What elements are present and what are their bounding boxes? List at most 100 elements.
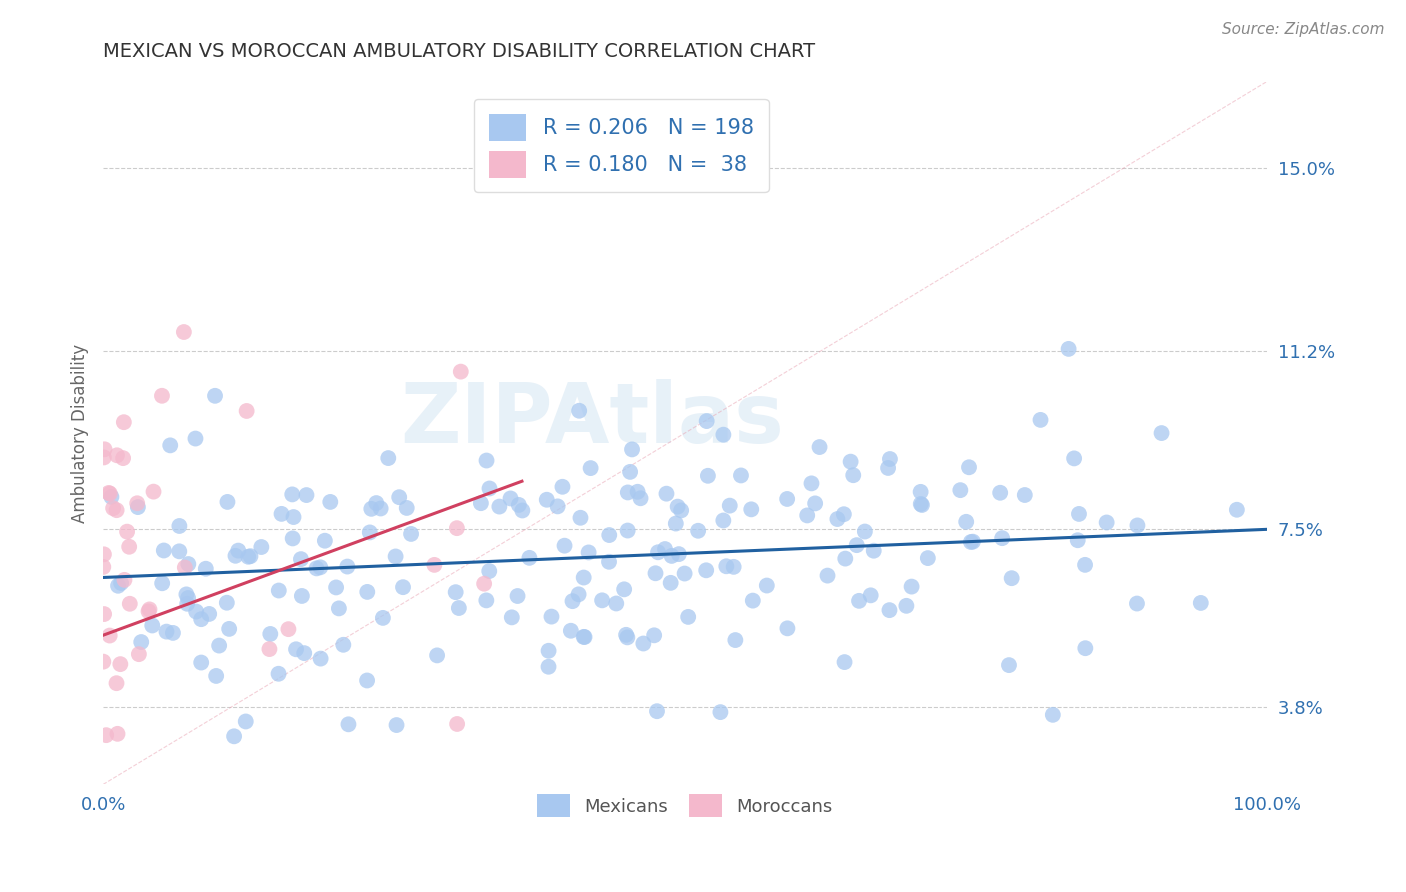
Point [129, 635, 152, 649]
Point [446, 717, 468, 731]
Point [755, 578, 778, 592]
Point [91, 560, 114, 574]
Point [128, 647, 150, 661]
Point [688, 524, 710, 538]
Point [957, 460, 980, 475]
Point [730, 468, 752, 483]
Point [568, 587, 591, 601]
Point [1063, 451, 1085, 466]
Point [834, 551, 856, 566]
Point [239, 549, 262, 564]
Point [643, 628, 665, 642]
Point [879, 452, 901, 467]
Point [176, 587, 198, 601]
Point [105, 448, 128, 462]
Point [988, 485, 1011, 500]
Point [644, 566, 666, 581]
Point [960, 535, 983, 549]
Point [173, 560, 195, 574]
Point [654, 542, 676, 557]
Point [1029, 413, 1052, 427]
Text: MEXICAN VS MOROCCAN AMBULATORY DISABILITY CORRELATION CHART: MEXICAN VS MOROCCAN AMBULATORY DISABILIT… [103, 42, 815, 61]
Point [554, 539, 576, 553]
Point [655, 486, 678, 500]
Point [659, 575, 682, 590]
Point [832, 507, 855, 521]
Point [332, 638, 354, 652]
Point [450, 365, 472, 379]
Point [917, 551, 939, 566]
Point [845, 538, 868, 552]
Point [235, 404, 257, 418]
Point [839, 455, 862, 469]
Point [173, 325, 195, 339]
Point [110, 657, 132, 672]
Point [676, 610, 699, 624]
Point [235, 714, 257, 729]
Point [537, 659, 560, 673]
Point [551, 480, 574, 494]
Point [998, 658, 1021, 673]
Point [955, 515, 977, 529]
Point [98, 486, 121, 500]
Point [598, 555, 620, 569]
Point [475, 453, 498, 467]
Point [1226, 502, 1249, 516]
Point [796, 508, 818, 523]
Point [98, 628, 121, 642]
Point [475, 593, 498, 607]
Point [159, 438, 181, 452]
Point [325, 581, 347, 595]
Point [93, 547, 115, 561]
Point [911, 498, 934, 512]
Point [107, 727, 129, 741]
Point [862, 543, 884, 558]
Point [605, 597, 627, 611]
Text: ZIPAtlas: ZIPAtlas [399, 378, 783, 459]
Point [177, 591, 200, 605]
Point [560, 624, 582, 638]
Point [127, 496, 149, 510]
Point [184, 432, 207, 446]
Point [910, 484, 932, 499]
Point [501, 610, 523, 624]
Point [647, 545, 669, 559]
Point [645, 704, 668, 718]
Point [579, 461, 602, 475]
Point [804, 496, 827, 510]
Point [574, 630, 596, 644]
Point [93, 450, 115, 465]
Point [842, 468, 865, 483]
Point [949, 483, 972, 497]
Point [186, 605, 208, 619]
Point [668, 547, 690, 561]
Point [142, 484, 165, 499]
Point [446, 521, 468, 535]
Point [776, 621, 799, 635]
Point [718, 499, 741, 513]
Point [859, 588, 882, 602]
Point [1014, 488, 1036, 502]
Point [176, 597, 198, 611]
Point [309, 651, 332, 665]
Point [281, 532, 304, 546]
Point [270, 507, 292, 521]
Point [1001, 571, 1024, 585]
Point [127, 500, 149, 514]
Point [472, 576, 495, 591]
Point [217, 495, 239, 509]
Point [616, 631, 638, 645]
Point [666, 500, 689, 514]
Point [224, 729, 246, 743]
Point [488, 500, 510, 514]
Point [598, 528, 620, 542]
Point [169, 544, 191, 558]
Point [356, 673, 378, 688]
Point [633, 636, 655, 650]
Point [399, 527, 422, 541]
Point [283, 510, 305, 524]
Legend: Mexicans, Moroccans: Mexicans, Moroccans [530, 787, 839, 824]
Point [512, 503, 534, 517]
Point [621, 442, 644, 457]
Point [1042, 707, 1064, 722]
